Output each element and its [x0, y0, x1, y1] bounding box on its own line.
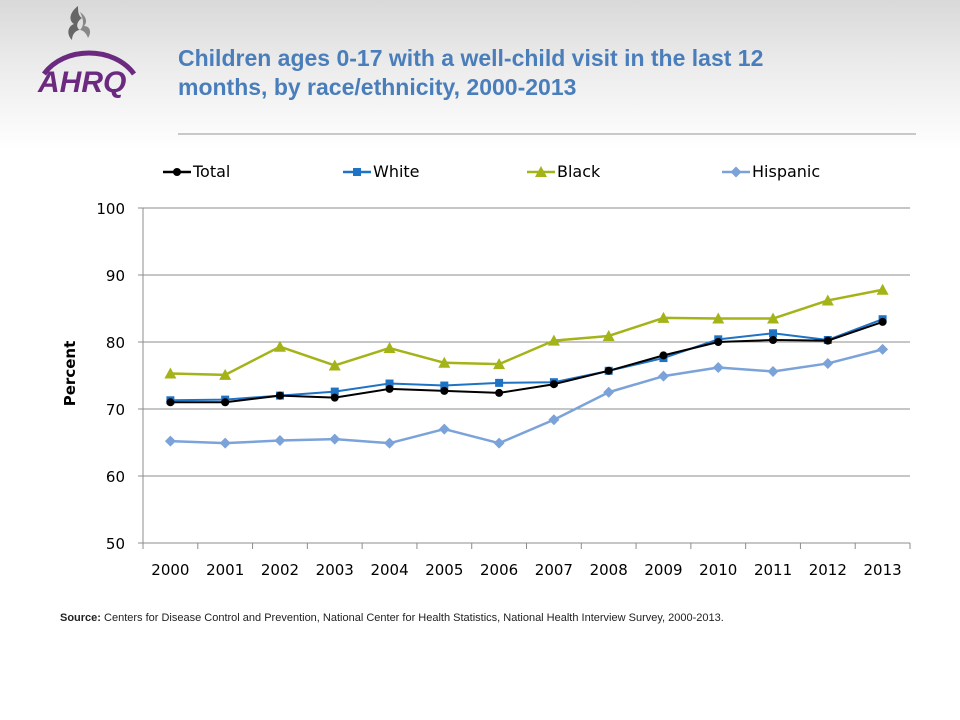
source-note: Source: Centers for Disease Control and … [60, 611, 920, 625]
data-point-hispanic-2008 [603, 386, 615, 398]
x-tick-label-2005: 2005 [425, 561, 463, 579]
data-point-hispanic-2004 [384, 437, 396, 449]
data-point-total-2011 [769, 335, 778, 344]
x-tick-label-2010: 2010 [699, 561, 737, 579]
series-line-black [170, 288, 883, 377]
data-point-black-2003 [328, 359, 341, 371]
x-tick-label-2013: 2013 [864, 561, 902, 579]
data-point-black-2005 [438, 356, 451, 368]
legend-marker-white [353, 168, 361, 176]
data-point-hispanic-2007 [548, 414, 560, 426]
x-tick-label-2004: 2004 [370, 561, 408, 579]
legend-marker-total [173, 168, 181, 176]
data-point-total-2010 [714, 338, 723, 346]
x-tick-label-2008: 2008 [590, 561, 628, 579]
data-point-black-2008 [602, 329, 615, 341]
data-point-black-2001 [219, 368, 232, 380]
data-point-hispanic-2002 [274, 434, 286, 446]
legend-swatch-white [343, 168, 371, 176]
data-point-hispanic-2005 [438, 423, 450, 435]
data-point-black-2006 [493, 358, 506, 370]
source-label: Source: [60, 612, 101, 624]
series-line-hispanic [170, 348, 883, 445]
data-point-total-2008 [604, 366, 613, 375]
x-tick-label-2009: 2009 [644, 561, 682, 579]
header-background [0, 0, 960, 150]
series-line-white [170, 318, 883, 402]
series-line-total [170, 320, 883, 404]
x-tick-label-2003: 2003 [316, 561, 354, 579]
data-point-total-2002 [275, 391, 284, 400]
header-divider [178, 133, 916, 135]
y-tick-label-80: 80 [106, 334, 125, 352]
data-point-total-2013 [878, 317, 887, 326]
data-point-hispanic-2000 [164, 435, 176, 447]
data-point-white-2005 [440, 381, 449, 390]
x-tick-label-2007: 2007 [535, 561, 573, 579]
x-tick-label-2001: 2001 [206, 561, 244, 579]
legend-label-white: White [373, 162, 420, 181]
legend-label-black: Black [557, 162, 601, 181]
title-line-2: months, by race/ethnicity, 2000-2013 [178, 74, 577, 100]
data-point-black-2012 [821, 294, 834, 306]
data-point-black-2002 [273, 340, 286, 352]
data-point-total-2000 [166, 398, 175, 407]
legend-marker-black [535, 166, 547, 177]
data-point-total-2012 [823, 336, 832, 345]
x-tick-label-2000: 2000 [151, 561, 189, 579]
data-point-hispanic-2010 [712, 361, 724, 373]
data-point-total-2007 [549, 380, 558, 389]
legend-swatch-black [527, 166, 555, 177]
data-point-white-2003 [330, 387, 339, 396]
x-tick-label-2006: 2006 [480, 561, 518, 579]
data-point-hispanic-2001 [219, 437, 231, 449]
data-point-black-2013 [876, 283, 889, 295]
y-tick-label-50: 50 [106, 535, 125, 553]
title-line-1: Children ages 0-17 with a well-child vis… [178, 45, 764, 71]
data-point-white-2006 [495, 378, 504, 387]
data-point-total-2004 [385, 384, 394, 393]
data-point-black-2007 [547, 334, 560, 346]
data-point-total-2009 [659, 351, 668, 360]
legend-marker-hispanic [730, 166, 742, 178]
data-point-black-2000 [164, 367, 177, 379]
data-point-white-2011 [769, 329, 778, 338]
y-axis-title: Percent [61, 341, 79, 406]
x-tick-label-2012: 2012 [809, 561, 847, 579]
data-point-total-2001 [221, 398, 230, 407]
data-point-hispanic-2011 [767, 365, 779, 377]
data-point-black-2010 [712, 312, 725, 324]
y-tick-label-70: 70 [106, 401, 125, 419]
data-point-hispanic-2009 [657, 370, 669, 382]
page-title: Children ages 0-17 with a well-child vis… [178, 44, 898, 102]
x-tick-label-2002: 2002 [261, 561, 299, 579]
data-point-black-2009 [657, 311, 670, 323]
legend-label-hispanic: Hispanic [752, 162, 821, 181]
y-tick-label-90: 90 [106, 267, 125, 285]
ahrq-logo: AHRQ [34, 48, 142, 99]
data-point-hispanic-2003 [329, 433, 341, 445]
data-point-total-2006 [495, 388, 504, 397]
source-text: Centers for Disease Control and Preventi… [100, 612, 724, 624]
data-point-black-2004 [383, 342, 396, 354]
y-tick-label-100: 100 [96, 200, 125, 218]
data-point-black-2011 [767, 312, 780, 324]
line-chart: 50 60 70 80 90 100 2000 2001 2002 2003 2004 2005 200… [61, 200, 911, 579]
data-point-total-2003 [330, 393, 339, 402]
data-point-white-2004 [385, 379, 394, 388]
data-point-hispanic-2012 [822, 357, 834, 369]
hhs-eagle-logo-icon [68, 6, 91, 40]
legend-swatch-hispanic [722, 166, 750, 178]
data-point-total-2005 [440, 386, 449, 395]
y-tick-label-60: 60 [106, 468, 125, 486]
ahrq-logo-text: AHRQ [37, 66, 126, 98]
legend-label-total: Total [193, 162, 231, 181]
data-point-hispanic-2006 [493, 437, 505, 449]
x-tick-label-2011: 2011 [754, 561, 792, 579]
data-point-hispanic-2013 [877, 343, 889, 355]
legend-swatch-total [163, 168, 191, 176]
